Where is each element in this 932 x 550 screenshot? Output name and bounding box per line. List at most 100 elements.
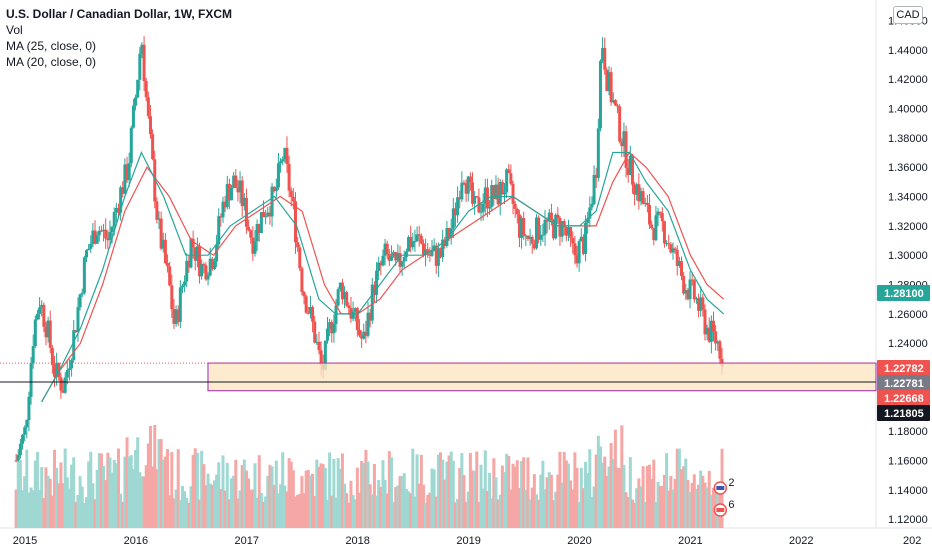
volume-bar [276,493,280,528]
volume-bar [579,467,583,528]
volume-bar [603,456,607,528]
candle-body [232,175,236,189]
candle-body [534,217,538,249]
candle-body [225,183,229,208]
volume-bar [138,472,142,528]
candle-body [639,191,643,202]
candle-body [500,181,504,195]
volume-bar [230,478,234,528]
price-label: 1.22782 [884,363,924,375]
volume-bar [652,459,656,528]
candle-body [620,141,624,147]
candle-body [392,252,396,257]
candle-body [272,186,276,191]
candle-body [76,307,80,333]
candle-body [262,212,266,218]
volume-bar [357,492,361,528]
support-zone-rectangle[interactable] [207,362,877,392]
volume-bar [110,472,114,528]
candle-body [97,230,101,236]
candle-body [554,214,558,239]
volume-bar [349,480,353,528]
y-tick-label: 1.34000 [888,192,928,204]
volume-bar [208,483,212,528]
candle-body [517,214,521,238]
volume-indicator-label[interactable]: Vol [6,23,23,37]
volume-bar [176,449,180,528]
candle-body [240,180,244,207]
candle-body [532,243,536,249]
volume-bar [645,465,649,528]
currency-button[interactable]: CAD [893,6,923,24]
candle-body [688,279,692,300]
volume-bar [161,459,165,528]
volume-bar [421,484,425,528]
candle-body [694,298,698,300]
candle-body [417,234,421,236]
volume-bar [304,470,308,528]
volume-bar [121,501,125,528]
candle-body [507,169,511,174]
volume-bar [95,469,99,528]
volume-bar [517,488,521,528]
candle-body [436,248,440,266]
volume-bar [539,474,543,528]
ma20-indicator-label[interactable]: MA (20, close, 0) [6,55,97,69]
candle-body [379,262,383,266]
candle-body [311,307,315,322]
candle-body [404,251,408,257]
candle-body [682,276,686,294]
volume-bar [78,476,82,528]
volume-bar [340,453,344,528]
candle-body [699,297,703,311]
volume-bar [385,493,389,528]
candle-body [635,184,639,195]
candle-body [18,443,22,456]
volume-bar [607,466,611,528]
volume-bar [343,483,347,528]
volume-bar [300,476,304,528]
volume-bar [449,451,453,528]
candle-body [648,204,652,225]
candle-body [134,97,138,106]
candle-body [445,228,449,247]
candle-body [161,239,165,249]
candle-body [697,298,701,311]
event-count-label: 2 [728,477,734,489]
ma25-indicator-label[interactable]: MA (25, close, 0) [6,39,97,53]
candle-body [176,309,180,322]
volume-bar [616,467,620,528]
candle-body [112,212,116,227]
candle-body [680,261,684,277]
volume-bar [419,454,423,528]
volume-bar [364,449,368,528]
volume-bar [142,476,146,528]
candle-body [394,252,398,261]
candle-body [48,320,52,348]
volume-bar [686,479,690,528]
volume-bar [127,456,131,528]
candle-body [31,346,35,364]
volume-bar [684,458,688,528]
candle-body [57,362,61,378]
volume-bar [428,492,432,528]
volume-bar [522,457,526,528]
volume-bar [347,502,351,528]
candle-body [191,238,195,248]
volume-bar [705,487,709,528]
candle-body [690,279,694,281]
volume-bar [70,464,74,528]
candle-body [221,201,225,218]
volume-bar [321,464,325,528]
candle-body [108,232,112,241]
candle-body [127,163,131,181]
volume-bar [187,502,191,528]
volume-bar [673,478,677,528]
candle-body [509,173,513,184]
candle-body [172,309,176,324]
volume-bar [656,481,660,528]
volume-bar [630,499,634,528]
volume-bar [394,486,398,528]
